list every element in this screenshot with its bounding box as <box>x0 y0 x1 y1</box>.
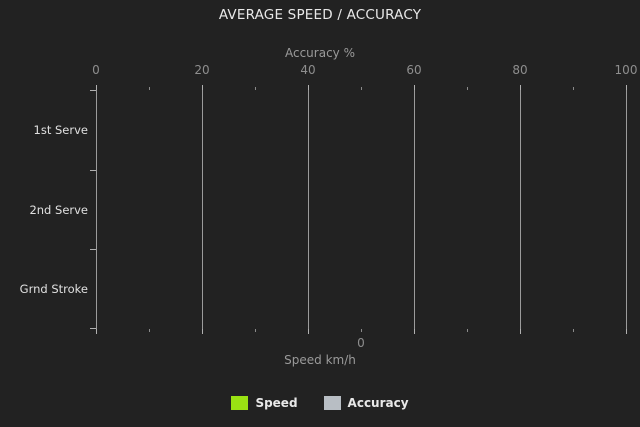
bottom-axis-tick-label: 0 <box>357 336 365 350</box>
category-axis-tick <box>90 169 96 171</box>
gridline <box>414 90 415 329</box>
top-axis-tick-label: 20 <box>194 63 210 77</box>
top-axis-title: Accuracy % <box>284 46 355 60</box>
gridline <box>520 90 521 329</box>
category-axis-tick <box>90 249 96 251</box>
category-axis-end-cap <box>90 90 96 91</box>
bottom-axis-tick <box>308 329 309 334</box>
legend-label: Accuracy <box>347 396 409 410</box>
chart-legend: Speed Accuracy <box>0 396 640 410</box>
category-axis-labels: 1st Serve 2nd Serve Grnd Stroke <box>0 0 88 427</box>
top-axis-tick <box>626 85 627 90</box>
bottom-axis-minor-tick <box>149 329 150 332</box>
bottom-axis-minor-tick <box>255 329 256 332</box>
gridline <box>308 90 309 329</box>
top-axis-tick-label: 0 <box>92 63 100 77</box>
bottom-axis-minor-tick <box>467 329 468 332</box>
bottom-axis-tick <box>96 329 97 334</box>
bottom-axis-tick <box>414 329 415 334</box>
top-axis-minor-tick <box>573 87 574 90</box>
chart-title: AVERAGE SPEED / ACCURACY <box>218 7 422 23</box>
top-axis-minor-tick <box>149 87 150 90</box>
bottom-axis-tick <box>626 329 627 334</box>
top-axis-tick <box>520 85 521 90</box>
top-axis-minor-tick <box>361 87 362 90</box>
bottom-axis-minor-tick <box>361 329 362 332</box>
top-axis-tick-label: 80 <box>512 63 528 77</box>
legend-item[interactable]: Accuracy <box>323 396 409 410</box>
category-label: Grnd Stroke <box>19 282 88 297</box>
category-label: 2nd Serve <box>29 202 88 217</box>
legend-item[interactable]: Speed <box>231 396 298 410</box>
legend-label: Speed <box>255 396 298 410</box>
top-axis-tick <box>96 85 97 90</box>
top-axis-tick <box>308 85 309 90</box>
top-axis-minor-tick <box>255 87 256 90</box>
category-label: 1st Serve <box>33 122 88 137</box>
bottom-axis-minor-tick <box>573 329 574 332</box>
top-axis-tick-label: 40 <box>300 63 316 77</box>
top-axis-tick-label: 100 <box>614 63 638 77</box>
category-axis-end-cap <box>90 328 96 329</box>
top-axis-tick <box>202 85 203 90</box>
bottom-axis-tick <box>520 329 521 334</box>
bottom-axis-title: Speed km/h <box>284 353 356 367</box>
legend-swatch-speed <box>231 396 249 410</box>
gridline <box>626 90 627 329</box>
top-axis-tick-label: 60 <box>406 63 422 77</box>
top-axis-tick <box>414 85 415 90</box>
y-axis-spine <box>96 90 97 329</box>
top-axis-minor-tick <box>467 87 468 90</box>
legend-swatch-accuracy <box>323 396 341 410</box>
bottom-axis-tick <box>202 329 203 334</box>
plot-area <box>90 85 627 334</box>
gridline <box>202 90 203 329</box>
